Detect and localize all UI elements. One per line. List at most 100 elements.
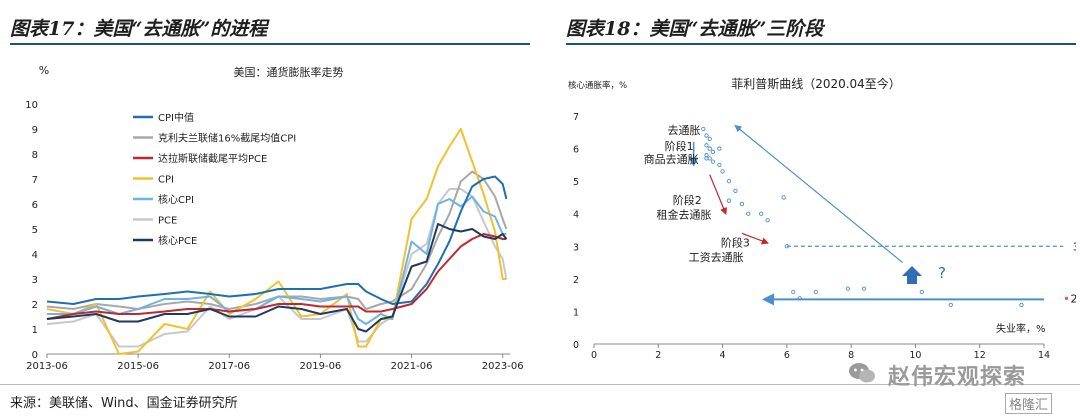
- y-tick-label: 5: [573, 177, 579, 188]
- target-label: 3%?: [1073, 240, 1076, 253]
- scatter-point: [861, 286, 867, 291]
- scatter-point: [726, 178, 732, 184]
- scatter-point: [704, 133, 709, 138]
- series-line-cleveland_trimmed: [46, 170, 508, 310]
- question-mark: ?: [938, 264, 946, 282]
- x-tick-label: 2015-06: [117, 361, 159, 372]
- y-tick-label: 6: [32, 200, 38, 211]
- legend-label-cpi_median: CPI中值: [158, 111, 194, 124]
- source-note: 来源：美联储、Wind、国金证券研究所: [10, 396, 238, 411]
- legend-label-cpi: CPI: [158, 175, 174, 186]
- x-tick-label: 10: [909, 350, 921, 361]
- x-tick-label: 2019-06: [300, 361, 342, 372]
- x-tick-label: 2013-06: [26, 361, 68, 372]
- stage2-label-b: 租金去通胀: [657, 208, 712, 222]
- y-axis-unit: %: [39, 64, 49, 77]
- scatter-point: [733, 188, 738, 194]
- stage1-label-b: 商品去通胀: [644, 152, 699, 166]
- y-tick-label: 6: [573, 145, 579, 156]
- scatter-point: [717, 162, 722, 168]
- y-tick-label: 7: [573, 112, 579, 123]
- y-tick-label: 1: [32, 325, 38, 336]
- chart-title: 美国：通货膨胀率走势: [234, 65, 344, 79]
- scatter-point: [739, 201, 745, 207]
- stage0-label: 去通胀: [668, 124, 701, 137]
- y-tick-label: 7: [32, 175, 38, 186]
- scatter-point: [948, 302, 953, 308]
- scatter-point: [791, 289, 796, 295]
- watermark-text: 赵伟宏观探索: [888, 365, 1027, 390]
- series-line-pce: [46, 188, 508, 348]
- x-tick-label: 2023-06: [482, 361, 524, 372]
- scatter-point: [710, 159, 716, 164]
- scatter-point: [720, 169, 725, 174]
- stage2-label-a: 阶段2: [673, 193, 702, 207]
- legend-label-core_cpi: 核心CPI: [158, 193, 194, 206]
- y-tick-label: 5: [32, 225, 38, 236]
- scatter-point: [746, 211, 751, 216]
- left-figure-title: 图表17：美国“去通胀”的进程: [10, 18, 268, 40]
- y-tick-label: 3: [573, 242, 579, 253]
- series-line-cpi_median: [46, 175, 508, 305]
- scatter-point: [707, 146, 712, 151]
- scatter-point: [797, 296, 802, 301]
- stage1-label-a: 阶段1: [665, 139, 694, 153]
- stage2-arrow: [741, 232, 769, 245]
- x-axis-label: 失业率，%: [996, 322, 1046, 335]
- x-tick-label: 8: [848, 350, 854, 361]
- scatter-point: [726, 198, 732, 203]
- x-tick-label: 14: [1038, 350, 1050, 361]
- series-line-dallas_trimmed: [46, 233, 507, 320]
- y-tick-label: 8: [32, 150, 38, 161]
- scatter-point: [704, 156, 709, 161]
- latest-point: [1064, 296, 1069, 300]
- scatter-point: [710, 149, 716, 154]
- legend-label-core_pce: 核心PCE: [158, 234, 197, 247]
- scatter-point: [704, 143, 709, 148]
- scatter-point: [781, 195, 786, 200]
- y-tick-label: 0: [32, 350, 38, 361]
- y-tick-label: 1: [573, 307, 579, 318]
- series-line-core_cpi: [47, 195, 507, 325]
- corner-logo: 格隆汇: [1005, 393, 1053, 414]
- inflation-chart: 美国：通货膨胀率走势% 0 1 2 3 4 5 6 7 8 9 10 2013-06 2015-06 201…: [25, 64, 524, 372]
- y-tick-label: 4: [573, 210, 579, 221]
- stage3-label-b: 工资去通胀: [689, 251, 744, 264]
- stage1-arrow: [709, 174, 727, 216]
- y-tick-label: 0: [573, 340, 579, 351]
- x-tick-label: 4: [720, 350, 726, 361]
- scatter-point: [717, 146, 722, 151]
- scatter-point: [813, 289, 818, 295]
- left-title-rule: [10, 43, 530, 45]
- scatter-point: [758, 211, 764, 216]
- legend-label-cleveland_trimmed: 克利夫兰联储16%截尾均值CPI: [158, 132, 296, 145]
- legend-label-dallas_trimmed: 达拉斯联储截尾平均PCE: [158, 152, 267, 165]
- y-tick-label: 10: [25, 100, 38, 111]
- scatter-point: [919, 289, 925, 295]
- stage3-label-a: 阶段3: [721, 235, 750, 249]
- x-tick-label: 2017-06: [208, 361, 250, 372]
- scatter-point: [701, 126, 706, 132]
- scatter-point: [707, 136, 712, 141]
- y-tick-label: 3: [32, 275, 38, 286]
- wechat-icon: [849, 363, 875, 383]
- latest-label: 2020.04: [1071, 292, 1077, 305]
- chart-title: 菲利普斯曲线（2020.04至今）: [731, 76, 901, 91]
- scatter-point: [784, 244, 790, 249]
- scatter-point: [1019, 302, 1024, 308]
- up-block-arrow: [902, 266, 922, 284]
- right-figure-title: 图表18：美国“去通胀”三阶段: [566, 18, 824, 40]
- x-tick-label: 2021-06: [391, 361, 433, 372]
- y-axis-label: 核心通胀率，%: [568, 80, 627, 91]
- trend-arrow: [734, 124, 903, 264]
- x-tick-label: 2: [655, 350, 661, 361]
- source-rule: [0, 384, 1080, 385]
- x-tick-label: 6: [784, 350, 790, 361]
- y-tick-label: 4: [32, 250, 38, 261]
- legend-label-pce: PCE: [158, 216, 177, 227]
- series-line-core_pce: [46, 223, 508, 333]
- y-tick-label: 2: [32, 300, 38, 311]
- right-title-rule: [566, 43, 1076, 45]
- x-tick-label: 12: [974, 350, 986, 361]
